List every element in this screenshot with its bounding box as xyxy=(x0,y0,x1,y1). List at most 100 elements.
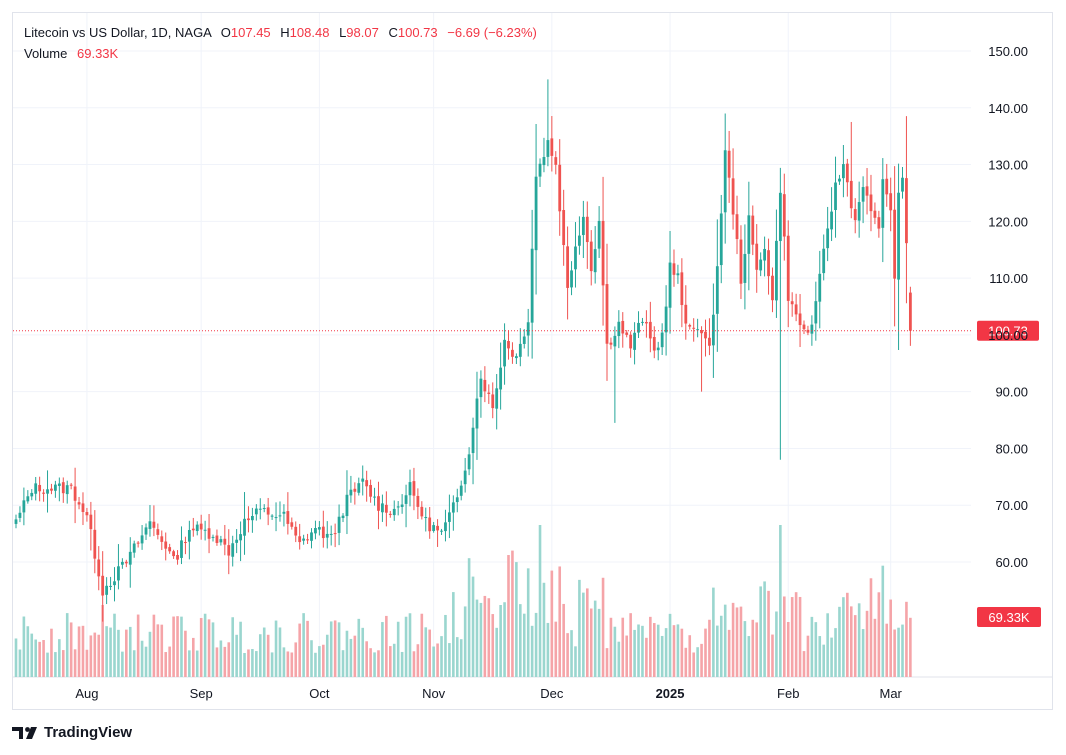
candle-body xyxy=(325,533,329,538)
volume-bar xyxy=(593,600,597,677)
y-axis-tick-label: 150.00 xyxy=(988,44,1028,59)
candle-body xyxy=(128,551,132,565)
candle-body xyxy=(440,530,443,532)
volume-bar xyxy=(586,588,589,677)
volume-bar xyxy=(54,652,57,677)
last-volume-badge xyxy=(977,607,1041,627)
volume-bar xyxy=(207,619,211,677)
candle-body xyxy=(778,192,782,242)
candle-body xyxy=(172,551,175,557)
chart-canvas[interactable]: 100.73 69.33K 150.00 140.00 130.00 120.00 110… xyxy=(13,13,1052,709)
candle-body xyxy=(905,178,908,244)
volume-bar xyxy=(676,624,680,677)
candle-body xyxy=(219,539,223,543)
volume-label[interactable]: Volume xyxy=(24,46,68,61)
candle-body xyxy=(818,273,822,302)
candle-body xyxy=(511,349,514,357)
candle-body xyxy=(522,336,526,344)
volume-bar xyxy=(656,624,660,677)
volume-bar xyxy=(507,555,510,677)
candle-body xyxy=(26,496,30,502)
volume-bar xyxy=(716,625,719,677)
volume-bar xyxy=(897,627,900,677)
symbol-title[interactable]: Litecoin vs US Dollar, 1D, NAGA xyxy=(24,25,212,40)
volume-bar xyxy=(838,606,841,677)
candle-body xyxy=(140,535,144,544)
y-axis-tick-label: 80.00 xyxy=(995,441,1028,456)
candle-body xyxy=(719,213,723,266)
candle-body xyxy=(641,321,644,323)
candle-body xyxy=(853,209,857,221)
volume-bar xyxy=(400,651,404,677)
candle-body xyxy=(688,325,692,327)
volume-bar xyxy=(834,628,837,677)
volume-bar xyxy=(93,632,97,677)
candle-body xyxy=(416,495,420,507)
volume-bar xyxy=(255,651,258,677)
volume-bar xyxy=(50,628,53,677)
volume-bar xyxy=(877,592,881,677)
volume-bar xyxy=(361,627,365,677)
volume-bar xyxy=(203,613,207,677)
y-axis-tick-label: 120.00 xyxy=(988,214,1028,229)
volume-bar xyxy=(842,597,845,677)
candle-body xyxy=(507,341,510,349)
volume-bar xyxy=(550,570,554,677)
volume-bar xyxy=(333,620,337,677)
volume-bar xyxy=(69,622,73,677)
candle-body xyxy=(838,178,841,182)
volume-bar xyxy=(534,612,538,677)
volume-bar xyxy=(881,565,885,677)
volume-bar xyxy=(530,625,534,677)
volume-bar xyxy=(117,629,120,677)
volume-bar xyxy=(700,643,703,677)
volume-bar xyxy=(869,578,873,677)
volume-bar xyxy=(219,640,223,677)
candle-body xyxy=(668,262,672,308)
candle-body xyxy=(42,492,45,494)
candle-body xyxy=(451,502,455,513)
candle-body xyxy=(392,508,396,516)
candle-body xyxy=(566,246,569,288)
candle-body xyxy=(73,486,77,501)
candle-body xyxy=(767,250,770,277)
candle-body xyxy=(530,248,534,323)
volume-bar xyxy=(389,646,392,677)
candle-body xyxy=(278,515,282,517)
y-axis-tick-label: 90.00 xyxy=(995,385,1028,400)
candle-body xyxy=(396,506,400,508)
volume-bar xyxy=(22,616,26,677)
candle-body xyxy=(227,545,231,556)
change-value: −6.69 (−6.23%) xyxy=(447,25,537,40)
volume-bar xyxy=(901,624,904,677)
y-axis-tick-label: 140.00 xyxy=(988,101,1028,116)
candle-body xyxy=(341,515,345,519)
candle-body xyxy=(404,495,408,504)
volume-bar xyxy=(73,649,77,677)
volume-bar xyxy=(499,605,502,677)
volume-bar xyxy=(77,626,81,677)
candle-body xyxy=(771,275,774,301)
volume-bar xyxy=(81,625,85,677)
candle-body xyxy=(420,506,424,517)
volume-bar xyxy=(538,525,542,677)
volume-bar xyxy=(747,636,751,677)
candle-body xyxy=(680,272,684,306)
volume-bar xyxy=(58,639,61,677)
candle-body xyxy=(18,512,22,518)
volume-bar xyxy=(14,638,18,677)
volume-bar xyxy=(258,634,262,677)
volume-bar xyxy=(542,582,546,677)
candle-body xyxy=(113,581,116,586)
volume-bar xyxy=(188,650,191,677)
candle-body xyxy=(211,536,215,538)
tradingview-footer[interactable]: TradingView xyxy=(12,724,132,741)
volume-bar xyxy=(294,642,298,677)
volume-bar xyxy=(818,636,822,677)
candle-body xyxy=(223,538,227,545)
volume-bar xyxy=(306,620,309,677)
candle-body xyxy=(365,480,369,487)
candle-body xyxy=(676,273,680,276)
volume-bar xyxy=(605,648,609,677)
candle-body xyxy=(755,243,759,270)
